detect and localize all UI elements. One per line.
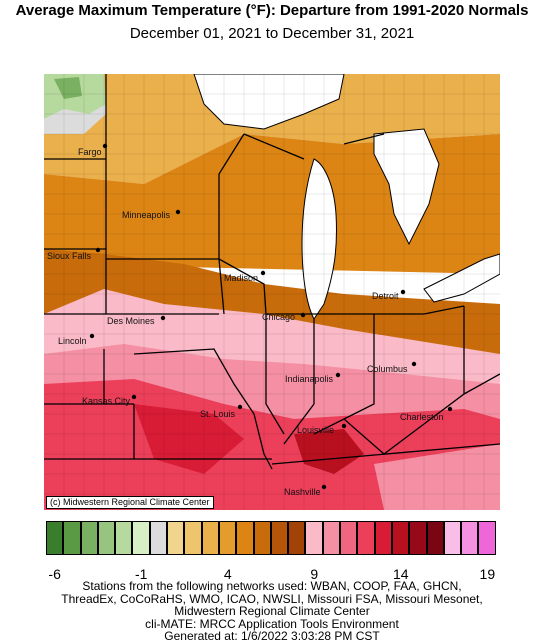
city-dot-detroit	[400, 289, 406, 295]
legend-swatch	[288, 521, 306, 555]
legend-tick-label: 4	[223, 566, 232, 582]
city-dot-madison	[260, 270, 266, 276]
footer-line: Midwestern Regional Climate Center	[174, 604, 370, 618]
city-label-minneapolis: Minneapolis	[122, 210, 171, 220]
band-darkred	[134, 404, 244, 474]
lake-huron	[373, 128, 440, 246]
legend-swatch	[478, 521, 496, 555]
color-legend	[46, 521, 496, 557]
band-north-tan	[44, 74, 500, 184]
legend-swatch	[391, 521, 410, 555]
lake-erie	[423, 253, 500, 303]
city-label-columbus: Columbus	[367, 364, 408, 374]
footer-notes: Stations from the following networks use…	[0, 580, 544, 643]
legend-swatch	[253, 521, 271, 555]
footer-line: cli-MATE: MRCC Application Tools Environ…	[145, 616, 399, 631]
city-dot-sioux-falls	[95, 247, 101, 253]
city-dot-lincoln	[89, 333, 95, 339]
city-dot-columbus	[411, 361, 417, 367]
city-label-chicago: Chicago	[262, 312, 295, 322]
legend-tick-label: -1	[134, 566, 148, 582]
legend-tick-label: 14	[393, 566, 409, 582]
legend-swatch	[80, 521, 98, 555]
legend-swatch	[46, 521, 64, 555]
footer-line: Stations from the following networks use…	[82, 579, 462, 593]
legend-swatch	[218, 521, 237, 555]
legend-tick-label: 9	[310, 566, 319, 582]
city-label-nashville: Nashville	[284, 487, 321, 497]
copyright-credit: (c) Midwestern Regional Climate Center	[46, 496, 214, 509]
city-label-charleston: Charleston	[400, 412, 444, 422]
legend-swatch	[305, 521, 323, 555]
legend-swatch	[461, 521, 479, 555]
legend-swatch	[97, 521, 116, 555]
city-dot-nashville	[321, 484, 327, 490]
city-dot-minneapolis	[175, 209, 181, 215]
city-label-louisville: Louisville	[297, 425, 334, 435]
map-title: Average Maximum Temperature (°F): Depart…	[15, 2, 529, 19]
band-south-pink	[374, 444, 500, 510]
legend-swatch	[340, 521, 358, 555]
legend-swatch	[443, 521, 462, 555]
city-label-lincoln: Lincoln	[58, 336, 87, 346]
legend-swatch	[167, 521, 185, 555]
city-label-des-moines: Des Moines	[107, 316, 155, 326]
legend-tick-label: 19	[479, 566, 496, 582]
city-label-detroit: Detroit	[372, 291, 399, 301]
city-dot-indianapolis	[335, 372, 341, 378]
cities: Fargo Minneapolis Sioux Falls Madison De…	[47, 143, 453, 497]
legend-swatch	[132, 521, 150, 555]
legend-swatch	[409, 521, 427, 555]
map-svg: Fargo Minneapolis Sioux Falls Madison De…	[44, 74, 500, 510]
legend-ticks: -6 -1 4 9 14 19	[46, 566, 496, 582]
legend-swatch	[322, 521, 341, 555]
legend-swatch	[115, 521, 133, 555]
lake-superior	[193, 74, 345, 130]
city-dot-chicago	[300, 312, 306, 318]
city-dot-des-moines	[160, 315, 166, 321]
city-label-sioux-falls: Sioux Falls	[47, 251, 92, 261]
map-subtitle: December 01, 2021 to December 31, 2021	[129, 25, 415, 42]
state-borders	[44, 74, 500, 470]
band-deepred	[294, 429, 364, 474]
city-label-madison: Madison	[224, 273, 258, 283]
city-dot-louisville	[341, 423, 347, 429]
legend-swatch	[374, 521, 392, 555]
legend-swatch	[236, 521, 254, 555]
city-label-kansas-city: Kansas City	[82, 396, 131, 406]
county-texture	[44, 74, 500, 510]
legend-swatch	[357, 521, 375, 555]
city-dot-fargo	[102, 143, 108, 149]
city-dot-st-louis	[237, 404, 243, 410]
temperature-map: Fargo Minneapolis Sioux Falls Madison De…	[44, 74, 500, 510]
band-northwest-lightgreen	[54, 77, 82, 99]
legend-swatch	[63, 521, 81, 555]
city-dot-kansas-city	[131, 394, 137, 400]
footer-line: ThreadEx, CoCoRaHS, WMO, ICAO, NWSLI, Mi…	[61, 591, 483, 606]
city-label-st-louis: St. Louis	[200, 409, 236, 419]
legend-swatch	[270, 521, 289, 555]
legend-swatch	[201, 521, 219, 555]
legend-swatch	[149, 521, 168, 555]
city-label-indianapolis: Indianapolis	[285, 374, 334, 384]
footer-line: Generated at: 1/6/2022 3:03:28 PM CST	[164, 629, 380, 643]
legend-swatch	[184, 521, 202, 555]
legend-tick-label: -6	[48, 566, 61, 582]
legend-swatch	[426, 521, 444, 555]
city-label-fargo: Fargo	[78, 147, 102, 157]
city-dot-charleston	[447, 406, 453, 412]
